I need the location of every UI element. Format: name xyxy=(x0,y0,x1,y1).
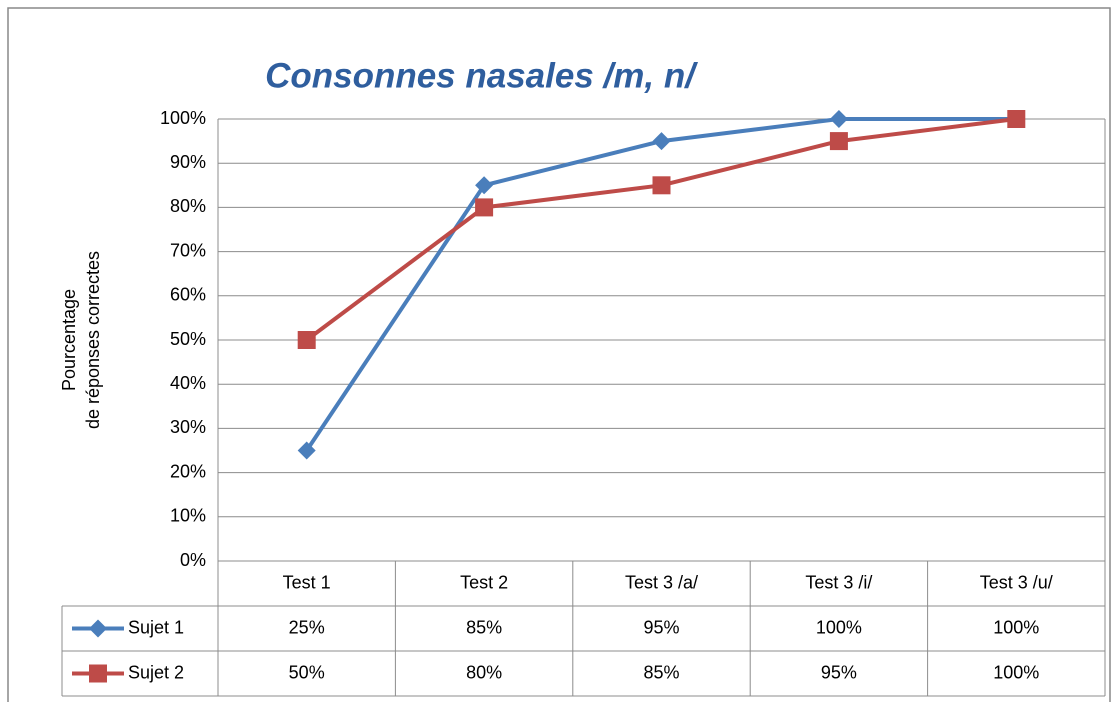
legend-label: Sujet 2 xyxy=(128,662,184,682)
table-value: 85% xyxy=(466,617,502,637)
y-tick-label: 60% xyxy=(170,285,206,305)
marker xyxy=(829,132,848,151)
y-tick-label: 100% xyxy=(160,108,206,128)
marker xyxy=(475,198,494,217)
table-value: 100% xyxy=(816,617,862,637)
x-tick-label: Test 3 /a/ xyxy=(625,572,698,592)
table-value: 100% xyxy=(993,662,1039,682)
table-value: 25% xyxy=(289,617,325,637)
table-value: 95% xyxy=(643,617,679,637)
x-tick-label: Test 3 /i/ xyxy=(805,572,872,592)
x-tick-label: Test 1 xyxy=(283,572,331,592)
y-tick-label: 40% xyxy=(170,373,206,393)
x-tick-label: Test 3 /u/ xyxy=(980,572,1053,592)
legend-label: Sujet 1 xyxy=(128,617,184,637)
y-tick-label: 80% xyxy=(170,196,206,216)
y-axis-label-line: Pourcentage xyxy=(59,289,79,391)
marker xyxy=(652,176,671,195)
chart-border xyxy=(7,7,1111,702)
marker xyxy=(475,176,494,195)
y-tick-label: 90% xyxy=(170,152,206,172)
table-value: 95% xyxy=(821,662,857,682)
y-tick-label: 30% xyxy=(170,417,206,437)
marker xyxy=(297,331,316,349)
table-value: 80% xyxy=(466,662,502,682)
marker xyxy=(1007,110,1026,128)
table-value: 100% xyxy=(993,617,1039,637)
marker xyxy=(829,110,848,128)
legend-marker xyxy=(89,619,107,638)
legend-marker xyxy=(89,664,107,683)
x-tick-label: Test 2 xyxy=(460,572,508,592)
y-tick-label: 10% xyxy=(170,506,206,526)
y-tick-label: 70% xyxy=(170,240,206,260)
marker xyxy=(652,132,671,151)
chart-title: Consonnes nasales /m, n/ xyxy=(265,56,698,95)
marker xyxy=(297,441,316,460)
y-tick-label: 50% xyxy=(170,329,206,349)
table-value: 85% xyxy=(643,662,679,682)
y-axis-label: Pourcentage de réponses correctes xyxy=(59,251,103,429)
y-axis-label-line: de réponses correctes xyxy=(83,251,103,429)
table-value: 50% xyxy=(289,662,325,682)
y-tick-label: 20% xyxy=(170,461,206,481)
y-tick-label: 0% xyxy=(180,550,206,570)
